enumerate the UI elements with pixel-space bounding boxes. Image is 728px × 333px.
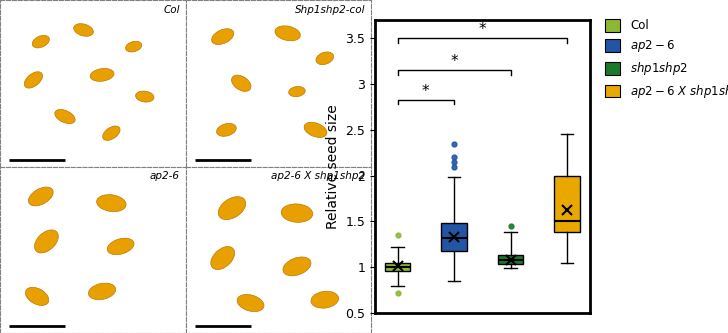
Ellipse shape — [28, 187, 53, 206]
Ellipse shape — [107, 238, 134, 255]
Ellipse shape — [281, 204, 313, 222]
Ellipse shape — [74, 24, 93, 36]
Ellipse shape — [283, 257, 311, 276]
Ellipse shape — [135, 91, 154, 102]
Ellipse shape — [211, 246, 234, 270]
Text: Shp1shp2-col: Shp1shp2-col — [295, 5, 365, 15]
PathPatch shape — [498, 255, 523, 264]
Ellipse shape — [289, 87, 305, 97]
Ellipse shape — [32, 35, 50, 48]
Text: ap2-6 X shp1shp2: ap2-6 X shp1shp2 — [272, 171, 365, 181]
Ellipse shape — [311, 291, 339, 308]
Text: *: * — [478, 22, 486, 37]
Ellipse shape — [25, 287, 49, 305]
Ellipse shape — [103, 126, 120, 141]
Ellipse shape — [97, 194, 126, 212]
Ellipse shape — [316, 52, 333, 65]
Ellipse shape — [55, 110, 75, 124]
Ellipse shape — [232, 75, 251, 91]
Text: *: * — [422, 84, 430, 99]
Text: *: * — [450, 54, 458, 70]
Text: Col: Col — [164, 5, 180, 15]
Ellipse shape — [34, 230, 58, 253]
Ellipse shape — [216, 124, 237, 136]
Y-axis label: Relative seed size: Relative seed size — [325, 104, 340, 229]
PathPatch shape — [554, 176, 579, 232]
Ellipse shape — [275, 26, 301, 41]
PathPatch shape — [441, 223, 467, 251]
Ellipse shape — [125, 41, 142, 52]
Legend: Col, $\it{ap2-6}$, $\it{shp1shp2}$, $\it{ap2-6\ X\ shp1shp2}$: Col, $\it{ap2-6}$, $\it{shp1shp2}$, $\it… — [601, 14, 728, 105]
Ellipse shape — [88, 283, 116, 300]
PathPatch shape — [385, 263, 411, 271]
Ellipse shape — [212, 29, 234, 45]
Ellipse shape — [304, 122, 327, 138]
Ellipse shape — [90, 69, 114, 81]
Ellipse shape — [24, 72, 42, 88]
Ellipse shape — [218, 197, 246, 219]
Text: ap2-6: ap2-6 — [150, 171, 180, 181]
Ellipse shape — [237, 294, 264, 312]
